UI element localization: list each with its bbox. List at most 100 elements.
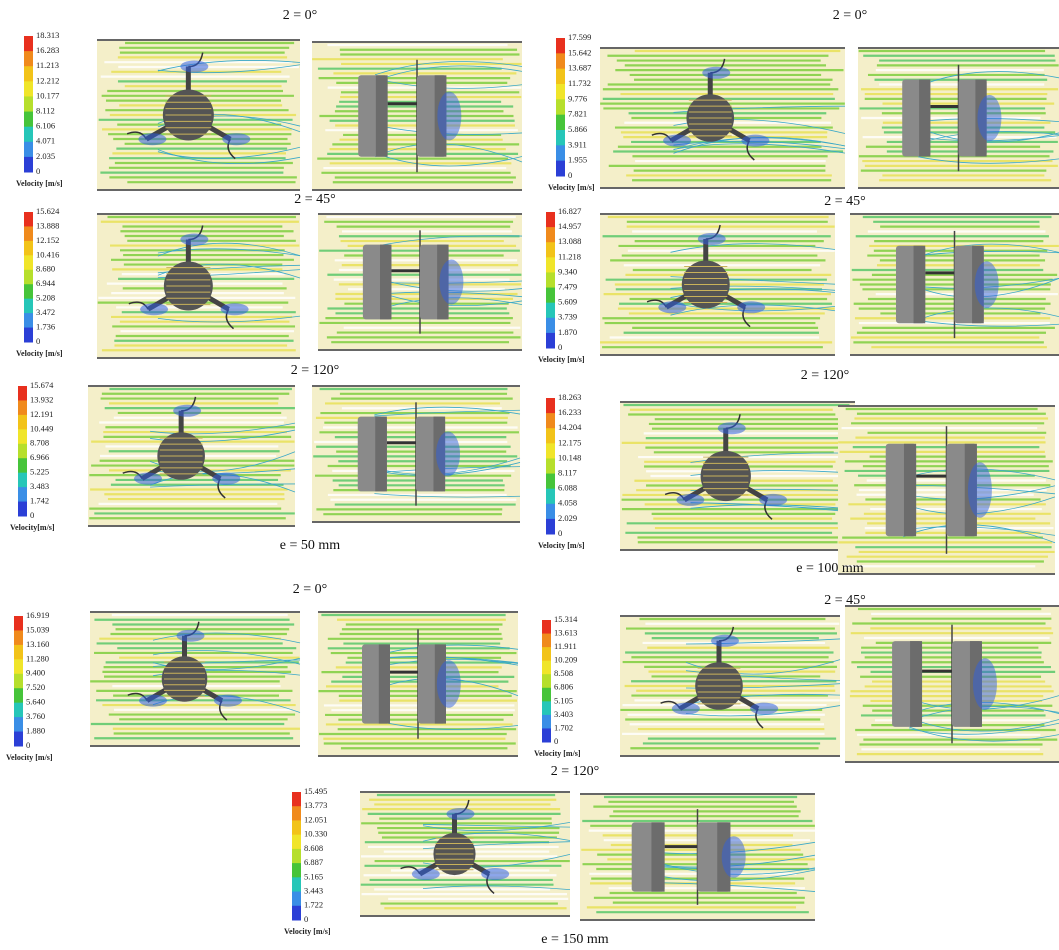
legend-tick: 0 bbox=[36, 336, 40, 346]
legend-tick: 0 bbox=[558, 342, 562, 352]
vortex bbox=[180, 60, 209, 73]
rotor-top-view bbox=[90, 611, 301, 747]
vortex bbox=[481, 868, 510, 881]
rotor-side-view bbox=[580, 793, 816, 921]
color-bar-segment bbox=[14, 702, 23, 718]
color-bar-segment bbox=[292, 834, 301, 850]
vortex bbox=[138, 133, 167, 146]
cylinder-shade bbox=[380, 244, 392, 320]
vortex bbox=[759, 493, 788, 506]
vortex bbox=[446, 807, 475, 820]
color-bar-segment bbox=[18, 414, 27, 430]
rotor-side-view bbox=[838, 405, 1056, 575]
rotor-top-view bbox=[600, 213, 836, 356]
panel-title: 2 = 120° bbox=[801, 368, 850, 383]
legend-tick: 3.403 bbox=[554, 709, 573, 719]
rotor-side-view bbox=[318, 213, 523, 351]
legend-tick: 5.208 bbox=[36, 293, 55, 303]
legend-tick: 0 bbox=[554, 736, 558, 746]
streamline-curve bbox=[909, 726, 1059, 742]
vortex bbox=[658, 301, 687, 314]
color-bar-segment bbox=[24, 255, 33, 271]
legend-tick: 7.479 bbox=[558, 282, 577, 292]
legend-tick: 16.919 bbox=[26, 610, 49, 620]
color-bar-segment bbox=[18, 386, 27, 401]
legend-tick: 3.760 bbox=[26, 711, 45, 721]
color-bar-segment bbox=[546, 302, 555, 319]
color-bar-segment bbox=[546, 488, 555, 505]
legend-tick: 18.313 bbox=[36, 30, 59, 40]
vortex bbox=[140, 303, 169, 316]
color-bar-segment bbox=[18, 443, 27, 459]
legend-label: Velocity [m/s] bbox=[16, 179, 63, 188]
legend-tick: 9.400 bbox=[26, 668, 45, 678]
color-bar-segment bbox=[556, 68, 565, 85]
panel-title: 2 = 120° bbox=[291, 363, 340, 378]
streamline-curve bbox=[150, 422, 296, 435]
legend-tick: 3.472 bbox=[36, 307, 55, 317]
streamline-curve bbox=[670, 243, 836, 253]
color-bar-segment bbox=[546, 473, 555, 490]
legend-tick: 1.722 bbox=[304, 900, 323, 910]
rotor-top-view bbox=[620, 615, 841, 757]
legend-tick: 3.443 bbox=[304, 886, 323, 896]
legend-tick: 8.508 bbox=[554, 668, 573, 678]
color-bar-segment bbox=[292, 848, 301, 864]
streamline-curve bbox=[422, 824, 571, 828]
color-bar-segment bbox=[546, 317, 555, 334]
legend-tick: 6.887 bbox=[304, 857, 323, 867]
color-bar-segment bbox=[542, 620, 551, 635]
color-bar-segment bbox=[556, 53, 565, 70]
vortex bbox=[173, 404, 202, 417]
legend-tick: 8.117 bbox=[558, 468, 577, 478]
vortex bbox=[213, 694, 242, 707]
color-bar-segment bbox=[24, 141, 33, 158]
color-bar-segment bbox=[24, 269, 33, 285]
color-bar-segment bbox=[24, 327, 33, 343]
color-bar-segment bbox=[542, 674, 551, 689]
legend-label: Velocity [m/s] bbox=[538, 541, 585, 550]
color-bar-segment bbox=[292, 891, 301, 907]
streamline-curve bbox=[912, 243, 1059, 260]
color-bar-segment bbox=[14, 630, 23, 646]
vortex bbox=[741, 134, 770, 147]
streamline-curve bbox=[685, 705, 841, 717]
color-bar-segment bbox=[24, 111, 33, 128]
streamline-curve bbox=[157, 242, 301, 257]
color-bar-segment bbox=[546, 503, 555, 520]
legend-tick: 10.148 bbox=[558, 452, 581, 462]
color-bar-segment bbox=[546, 458, 555, 475]
streamline-curve bbox=[422, 821, 571, 832]
group-caption: e = 150 mm bbox=[541, 932, 608, 947]
color-bar-segment bbox=[24, 240, 33, 256]
legend-tick: 1.880 bbox=[26, 726, 45, 736]
legend-tick: 6.088 bbox=[558, 483, 577, 493]
vortex bbox=[721, 836, 746, 878]
legend-tick: 15.039 bbox=[26, 624, 49, 634]
legend-tick: 11.732 bbox=[568, 78, 591, 88]
cylinder-shade bbox=[919, 79, 931, 157]
legend-tick: 1.736 bbox=[36, 322, 55, 332]
vortex bbox=[972, 658, 997, 710]
color-bar-segment bbox=[14, 659, 23, 675]
legend-tick: 8.708 bbox=[30, 438, 49, 448]
streamline-curve bbox=[374, 409, 521, 417]
vortex bbox=[974, 261, 999, 308]
panel-title: 2 = 45° bbox=[294, 192, 336, 207]
color-bar-segment bbox=[556, 114, 565, 131]
legend-tick: 13.932 bbox=[30, 394, 53, 404]
legend-tick: 12.191 bbox=[30, 409, 53, 419]
legend-tick: 12.152 bbox=[36, 235, 59, 245]
color-bar-segment bbox=[292, 820, 301, 836]
rotor-side-view bbox=[845, 605, 1059, 763]
legend-tick: 0 bbox=[568, 170, 572, 180]
legend-tick: 16.233 bbox=[558, 407, 581, 417]
streamline-curve bbox=[685, 638, 841, 645]
rotor-top-view bbox=[97, 39, 301, 191]
color-bar-segment bbox=[542, 714, 551, 729]
color-bar-segment bbox=[14, 673, 23, 689]
streamline-curve bbox=[918, 156, 1059, 164]
vortex bbox=[737, 301, 766, 314]
color-bar-segment bbox=[24, 313, 33, 329]
